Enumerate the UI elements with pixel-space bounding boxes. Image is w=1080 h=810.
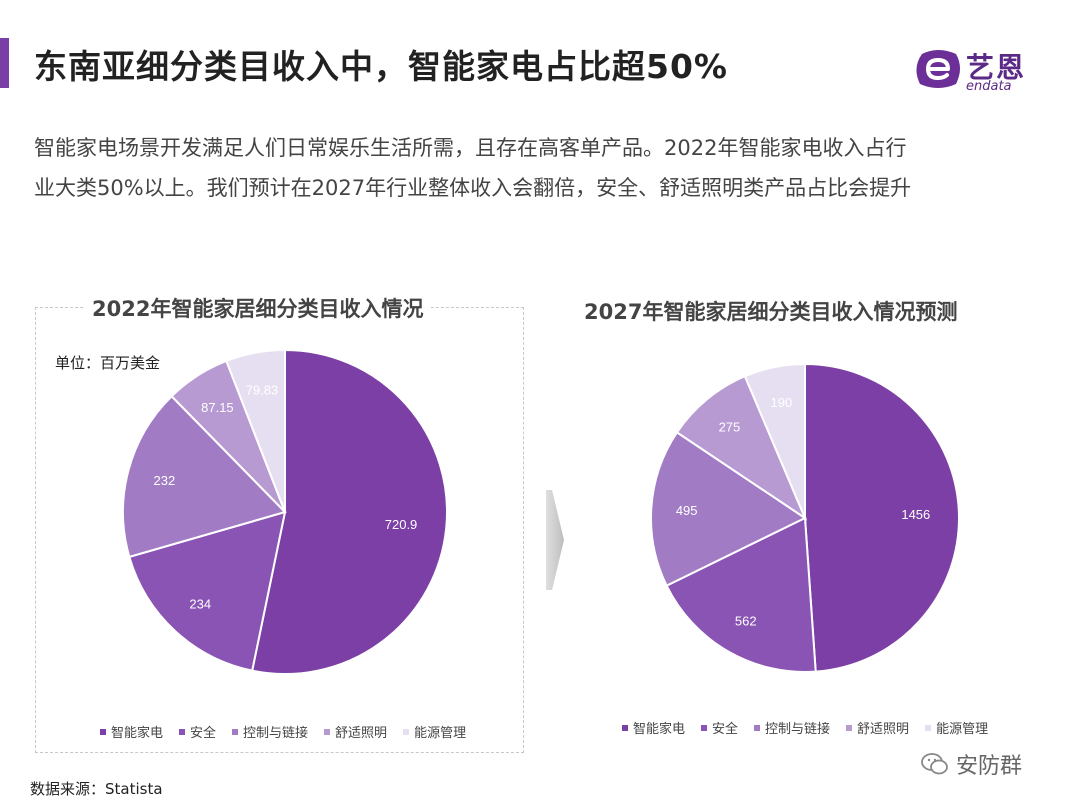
description-line-1: 智能家电场景开发满足人们日常娱乐生活所需，且存在高客单产品。2022年智能家电收… xyxy=(34,136,907,160)
logo-badge-icon xyxy=(916,50,960,88)
chart-2022-legend: 智能家电 安全 控制与链接 舒适照明 能源管理 xyxy=(100,722,466,741)
pie-2022-legend-label-0: 智能家电 xyxy=(111,726,164,741)
pie-2022-slice-1 xyxy=(128,510,287,672)
pie-2027-legend-swatch-4 xyxy=(925,724,932,731)
chart-2027-title: 2027年智能家居细分类目收入情况预测 xyxy=(576,296,966,326)
chart-2022-unit: 单位：百万美金 xyxy=(55,354,161,372)
data-source: 数据来源：Statista xyxy=(30,780,163,798)
arrow-right-icon xyxy=(546,490,564,590)
pie-2027-label-4: 190 xyxy=(771,395,793,410)
pie-2022-legend-item-4: 能源管理 xyxy=(403,722,466,741)
pie-chart-2022: 720.9 234 232 87.15 79.83 xyxy=(122,348,448,675)
pie-2022-slice-2 xyxy=(122,394,287,559)
pie-2022-legend-swatch-0 xyxy=(100,728,106,735)
pie-2022-legend-item-1: 安全 xyxy=(179,722,216,741)
logo-en-text: endata xyxy=(966,79,1012,94)
pie-2022-legend-item-0: 智能家电 xyxy=(100,722,163,741)
description: 智能家电场景开发满足人们日常娱乐生活所需，且存在高客单产品。2022年智能家电收… xyxy=(34,128,1044,208)
pie-2022-label-3: 87.15 xyxy=(201,400,234,415)
pie-2022-legend-swatch-4 xyxy=(403,728,410,735)
pie-2022-legend-label-3: 舒适照明 xyxy=(335,726,388,741)
pie-2027-legend-label-4: 能源管理 xyxy=(936,722,989,737)
pie-2022-label-2: 232 xyxy=(154,473,176,488)
watermark: 安防群 xyxy=(920,748,1022,780)
title-accent-bar xyxy=(0,38,9,88)
pie-2027-label-3: 275 xyxy=(719,420,741,435)
pie-2022-label-1: 234 xyxy=(189,597,211,612)
pie-2022-slice-4 xyxy=(225,348,286,513)
pie-2022-legend-item-3: 舒适照明 xyxy=(324,722,387,741)
pie-2027-slice-2 xyxy=(650,430,808,587)
pie-2022-legend-swatch-2 xyxy=(232,728,239,735)
pie-2027-slice-1 xyxy=(665,516,817,673)
pie-2027-legend-item-2: 控制与链接 xyxy=(754,718,830,737)
description-line-2: 业大类50%以上。我们预计在2027年行业整体收入会翻倍，安全、舒适照明类产品占… xyxy=(34,176,912,200)
page-title: 东南亚细分类目收入中，智能家电占比超50% xyxy=(34,47,728,86)
pie-2027-legend-label-3: 舒适照明 xyxy=(857,722,910,737)
pie-2027-slice-0 xyxy=(804,362,960,673)
pie-2022-label-0: 720.9 xyxy=(385,517,418,532)
pie-2027-slice-4 xyxy=(743,362,806,519)
pie-2027-legend-swatch-3 xyxy=(846,724,853,731)
pie-2027-slice-3 xyxy=(675,374,808,521)
pie-2022-legend-swatch-3 xyxy=(324,728,331,735)
pie-2027-legend-label-2: 控制与链接 xyxy=(765,722,831,737)
logo-cn-text: 艺恩 xyxy=(966,51,1027,84)
pie-2027-legend-label-1: 安全 xyxy=(712,722,739,737)
pie-2022-legend-label-4: 能源管理 xyxy=(414,726,467,741)
pie-2027-label-2: 495 xyxy=(676,503,698,518)
chart-2022-title: 2022年智能家居细分类目收入情况 xyxy=(84,293,432,323)
pie-chart-2027: 1456 562 495 275 190 xyxy=(650,362,960,673)
pie-2022-legend-label-2: 控制与链接 xyxy=(243,726,309,741)
watermark-text: 安防群 xyxy=(956,754,1023,779)
pie-2027-legend-item-3: 舒适照明 xyxy=(846,718,909,737)
wechat-icon xyxy=(921,753,948,775)
brand-logo: 艺恩 endata xyxy=(914,46,1044,96)
pie-2027-legend-label-0: 智能家电 xyxy=(633,722,686,737)
pie-2022-legend-swatch-1 xyxy=(179,728,186,735)
pie-2022-legend-label-1: 安全 xyxy=(190,726,217,741)
pie-2027-label-1: 562 xyxy=(735,614,757,629)
pie-2022-slice-0 xyxy=(250,348,448,675)
pie-2027-legend-item-4: 能源管理 xyxy=(925,718,988,737)
pie-2027-label-0: 1456 xyxy=(901,507,930,522)
pie-2027-legend-swatch-1 xyxy=(701,724,708,731)
pie-2027-legend-item-1: 安全 xyxy=(701,718,738,737)
pie-2022-label-4: 79.83 xyxy=(246,382,279,397)
pie-2022-legend-item-2: 控制与链接 xyxy=(232,722,308,741)
chart-2027-legend: 智能家电 安全 控制与链接 舒适照明 能源管理 xyxy=(622,718,988,737)
pie-2027-legend-swatch-2 xyxy=(754,724,761,731)
pie-2027-legend-swatch-0 xyxy=(622,724,628,731)
pie-2027-legend-item-0: 智能家电 xyxy=(622,718,685,737)
